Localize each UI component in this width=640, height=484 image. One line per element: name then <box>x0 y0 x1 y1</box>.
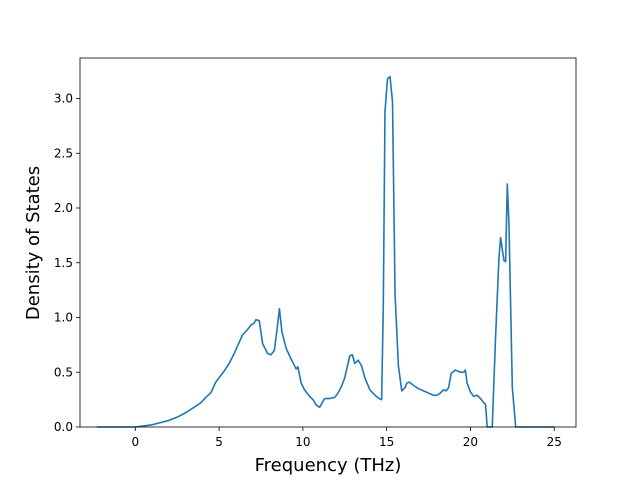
y-tick-label: 0.0 <box>54 420 73 434</box>
x-tick-label: 10 <box>295 435 310 449</box>
y-tick-label: 3.0 <box>54 92 73 106</box>
plot-area <box>96 75 555 428</box>
x-axis-ticks: 0 5 10 15 20 25 <box>131 427 562 449</box>
x-tick-label: 15 <box>379 435 394 449</box>
y-tick-label: 2.5 <box>54 146 73 160</box>
x-tick-label: 20 <box>463 435 478 449</box>
x-tick-label: 5 <box>215 435 223 449</box>
dos-series-line <box>96 75 555 428</box>
x-axis-label: Frequency (THz) <box>255 455 402 476</box>
y-tick-label: 0.5 <box>54 365 73 379</box>
x-tick-label: 25 <box>547 435 562 449</box>
y-tick-label: 1.5 <box>54 256 73 270</box>
y-axis-label: Density of States <box>23 166 44 320</box>
x-tick-label: 0 <box>131 435 139 449</box>
axes-frame <box>79 57 577 428</box>
y-tick-label: 1.0 <box>54 311 73 325</box>
y-axis-ticks: 0.0 0.5 1.0 1.5 2.0 2.5 3.0 <box>54 92 80 434</box>
y-tick-label: 2.0 <box>54 201 73 215</box>
